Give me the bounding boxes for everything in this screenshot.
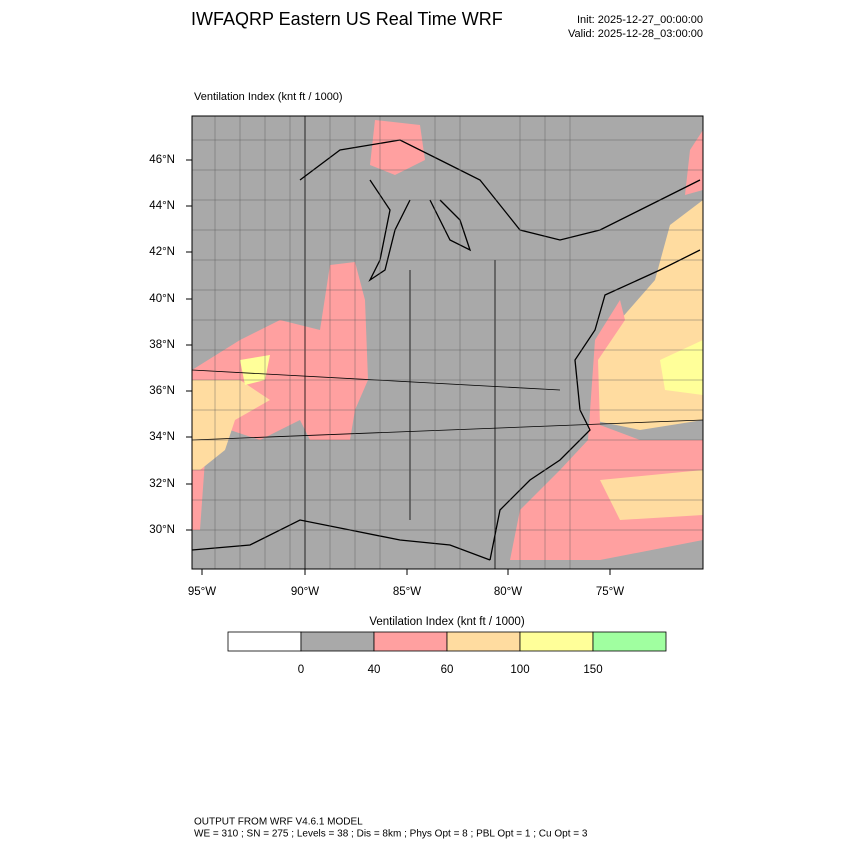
colorbar-box <box>373 631 448 652</box>
lon-label: 80°W <box>494 586 522 598</box>
init-time: Init: 2025-12-27_00:00:00 <box>577 14 703 26</box>
lat-label: 32°N <box>149 478 175 490</box>
region-pink <box>370 120 425 175</box>
lat-label: 46°N <box>149 154 175 166</box>
map <box>191 115 704 570</box>
colorbar-title: Ventilation Index (knt ft / 1000) <box>369 616 525 628</box>
field-label: Ventilation Index (knt ft / 1000) <box>194 91 343 103</box>
colorbar-label: 40 <box>368 664 381 676</box>
colorbar-box <box>446 631 521 652</box>
lon-label: 95°W <box>188 586 216 598</box>
footer-line: WE = 310 ; SN = 275 ; Levels = 38 ; Dis … <box>194 829 588 840</box>
lon-label: 75°W <box>596 586 624 598</box>
colorbar-label: 60 <box>441 664 454 676</box>
title: IWFAQRP Eastern US Real Time WRF <box>191 9 503 29</box>
colorbar-box <box>592 631 667 652</box>
region-yellow <box>660 340 703 395</box>
valid-time: Valid: 2025-12-28_03:00:00 <box>568 28 703 40</box>
lat-label: 40°N <box>149 293 175 305</box>
colorbar-label: 0 <box>298 664 304 676</box>
lon-label: 90°W <box>291 586 319 598</box>
colorbar-box <box>519 631 594 652</box>
region-yellow <box>240 355 270 385</box>
colorbar-label: 100 <box>510 664 529 676</box>
lat-label: 34°N <box>149 431 175 443</box>
colorbar-box <box>227 631 302 652</box>
region-pink <box>685 130 703 195</box>
region-peach <box>600 470 703 520</box>
region-pink <box>192 262 368 530</box>
lat-label: 42°N <box>149 246 175 258</box>
region-peach <box>192 380 270 470</box>
lat-label: 36°N <box>149 385 175 397</box>
lat-label: 38°N <box>149 339 175 351</box>
lon-label: 85°W <box>393 586 421 598</box>
lat-label: 44°N <box>149 200 175 212</box>
lat-label: 30°N <box>149 524 175 536</box>
colorbar-label: 150 <box>583 664 602 676</box>
footer-line: OUTPUT FROM WRF V4.6.1 MODEL <box>194 817 363 828</box>
colorbar-box <box>300 631 375 652</box>
map-frame <box>191 115 704 570</box>
